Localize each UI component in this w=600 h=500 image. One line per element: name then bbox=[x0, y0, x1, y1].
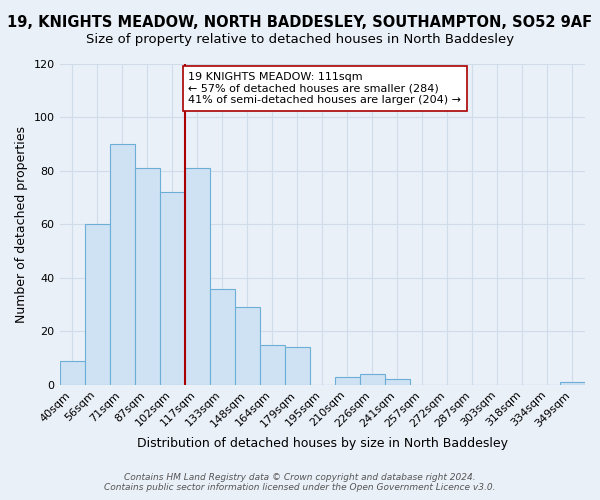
Text: Size of property relative to detached houses in North Baddesley: Size of property relative to detached ho… bbox=[86, 32, 514, 46]
Bar bbox=[285, 348, 310, 385]
Bar bbox=[335, 377, 360, 385]
Bar bbox=[185, 168, 209, 385]
Text: 19 KNIGHTS MEADOW: 111sqm
← 57% of detached houses are smaller (284)
41% of semi: 19 KNIGHTS MEADOW: 111sqm ← 57% of detac… bbox=[188, 72, 461, 105]
Y-axis label: Number of detached properties: Number of detached properties bbox=[15, 126, 28, 323]
Bar bbox=[209, 288, 235, 385]
Text: Contains HM Land Registry data © Crown copyright and database right 2024.
Contai: Contains HM Land Registry data © Crown c… bbox=[104, 473, 496, 492]
Bar bbox=[134, 168, 160, 385]
Bar bbox=[360, 374, 385, 385]
Bar bbox=[260, 344, 285, 385]
Bar bbox=[110, 144, 134, 385]
Bar bbox=[385, 380, 410, 385]
X-axis label: Distribution of detached houses by size in North Baddesley: Distribution of detached houses by size … bbox=[137, 437, 508, 450]
Bar bbox=[160, 192, 185, 385]
Bar bbox=[235, 308, 260, 385]
Bar bbox=[560, 382, 585, 385]
Bar bbox=[59, 361, 85, 385]
Text: 19, KNIGHTS MEADOW, NORTH BADDESLEY, SOUTHAMPTON, SO52 9AF: 19, KNIGHTS MEADOW, NORTH BADDESLEY, SOU… bbox=[7, 15, 593, 30]
Bar bbox=[85, 224, 110, 385]
